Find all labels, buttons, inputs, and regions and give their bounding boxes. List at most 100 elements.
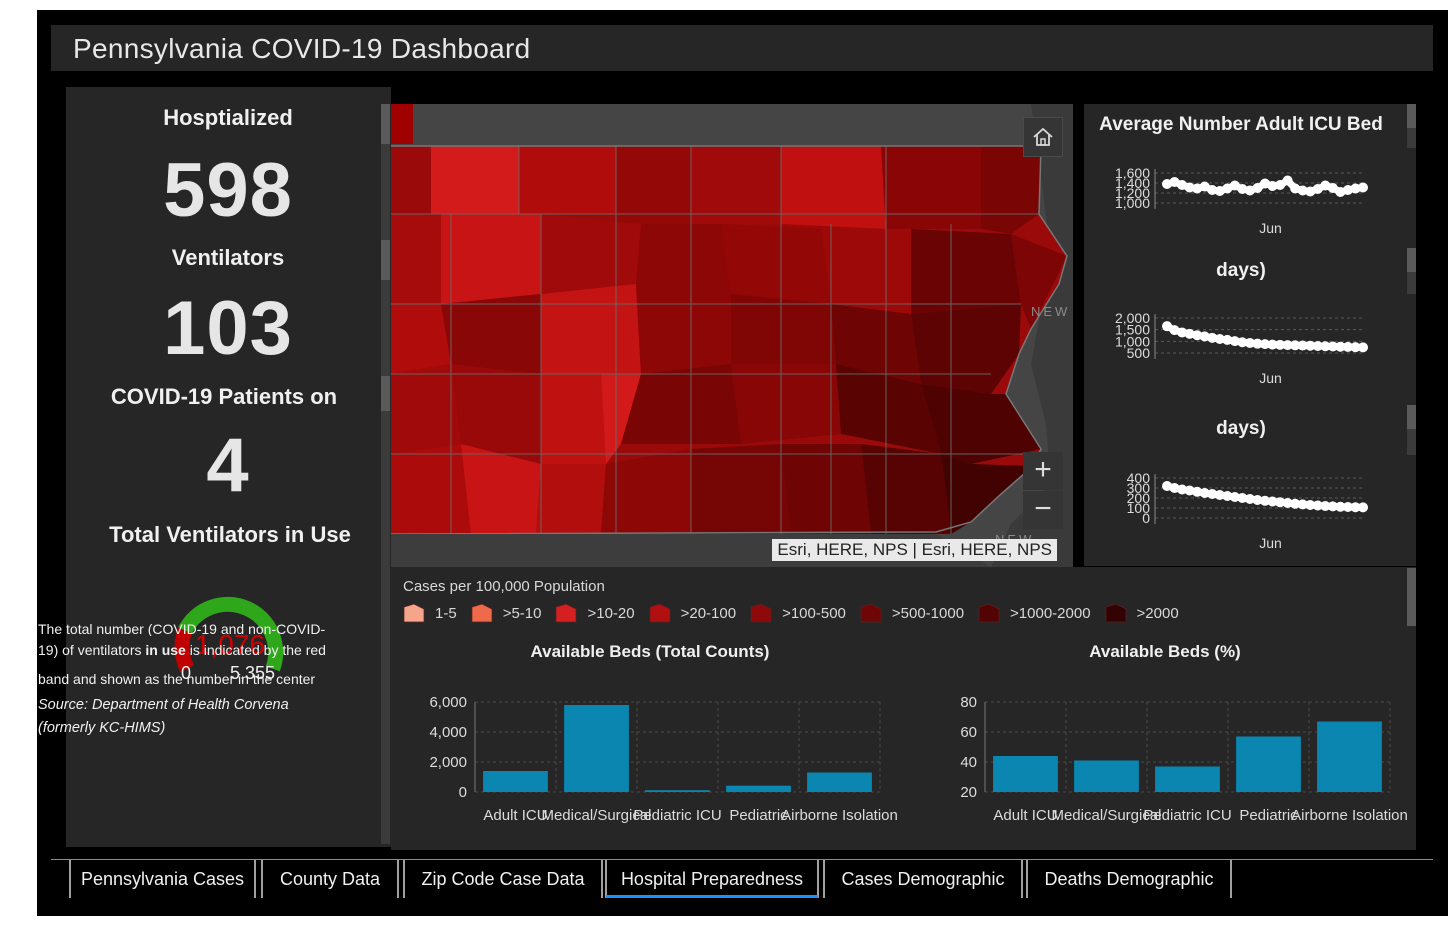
data-point[interactable]: [1350, 183, 1361, 194]
data-point[interactable]: [1327, 501, 1338, 512]
county-clarion[interactable]: [541, 284, 641, 374]
county-pike[interactable]: [1011, 234, 1067, 329]
county-lycoming[interactable]: [821, 229, 911, 314]
data-point[interactable]: [1169, 177, 1180, 187]
county-york[interactable]: [781, 444, 871, 534]
data-point[interactable]: [1275, 180, 1286, 190]
data-point[interactable]: [1252, 338, 1263, 349]
county-tioga[interactable]: [781, 146, 886, 229]
data-point[interactable]: [1297, 340, 1308, 351]
county-lancaster[interactable]: [861, 444, 951, 534]
data-point[interactable]: [1199, 488, 1210, 498]
data-point[interactable]: [1162, 321, 1172, 332]
data-point[interactable]: [1162, 481, 1172, 491]
data-point[interactable]: [1305, 186, 1316, 197]
county-washington[interactable]: [391, 444, 471, 534]
data-point[interactable]: [1297, 185, 1308, 196]
data-point[interactable]: [1199, 181, 1210, 192]
bar[interactable]: [564, 705, 629, 792]
line-chart-1-scroll-thumb[interactable]: [1407, 104, 1416, 128]
data-point[interactable]: [1260, 178, 1270, 189]
map-home-button[interactable]: [1023, 117, 1063, 157]
data-point[interactable]: [1282, 175, 1293, 186]
data-point[interactable]: [1260, 495, 1270, 506]
bar[interactable]: [807, 772, 872, 793]
data-point[interactable]: [1267, 181, 1278, 191]
county-crawford[interactable]: [391, 214, 441, 304]
tab-hospital-preparedness[interactable]: Hospital Preparedness: [605, 860, 819, 898]
indicators-scrollbar[interactable]: [381, 104, 390, 844]
data-point[interactable]: [1192, 486, 1203, 497]
bar[interactable]: [1317, 721, 1382, 793]
data-point[interactable]: [1358, 182, 1368, 193]
bar[interactable]: [1074, 760, 1139, 793]
data-point[interactable]: [1267, 339, 1278, 350]
data-point[interactable]: [1350, 502, 1361, 513]
data-point[interactable]: [1282, 340, 1293, 351]
county-fayette[interactable]: [536, 464, 606, 534]
data-point[interactable]: [1184, 182, 1195, 193]
data-point[interactable]: [1335, 187, 1346, 197]
data-point[interactable]: [1207, 332, 1218, 343]
data-point[interactable]: [1282, 498, 1293, 508]
data-point[interactable]: [1320, 180, 1331, 191]
line-chart-3-scroll-thumb[interactable]: [1407, 405, 1416, 429]
indicators-scroll-thumb-2[interactable]: [381, 240, 390, 280]
bar[interactable]: [1155, 766, 1220, 793]
data-point[interactable]: [1335, 501, 1346, 512]
data-point[interactable]: [1184, 485, 1195, 496]
data-point[interactable]: [1199, 331, 1210, 342]
county-delaware[interactable]: [941, 454, 1033, 534]
data-point[interactable]: [1207, 185, 1218, 195]
zoom-in-button[interactable]: +: [1023, 452, 1063, 490]
data-point[interactable]: [1177, 180, 1188, 190]
county-luzerne[interactable]: [911, 304, 1021, 394]
line-chart-2-scroll-thumb[interactable]: [1407, 248, 1416, 272]
tab-county-data[interactable]: County Data: [261, 860, 399, 898]
data-point[interactable]: [1192, 330, 1203, 341]
indicators-scroll-thumb-3[interactable]: [381, 376, 390, 411]
county-map[interactable]: NEW NEW JER + − Esri, HERE, NPS | Esri, …: [391, 104, 1073, 567]
data-point[interactable]: [1207, 489, 1218, 499]
data-point[interactable]: [1335, 341, 1346, 352]
data-point[interactable]: [1192, 183, 1203, 194]
data-point[interactable]: [1327, 183, 1338, 193]
data-point[interactable]: [1350, 342, 1361, 353]
pennsylvania-choropleth[interactable]: [391, 104, 1073, 567]
data-point[interactable]: [1229, 180, 1240, 191]
county-potter[interactable]: [691, 146, 781, 224]
data-point[interactable]: [1162, 179, 1172, 189]
data-point[interactable]: [1177, 327, 1188, 338]
data-point[interactable]: [1312, 500, 1323, 511]
data-point[interactable]: [1214, 186, 1225, 196]
data-point[interactable]: [1305, 500, 1316, 510]
data-point[interactable]: [1222, 334, 1233, 345]
data-point[interactable]: [1222, 183, 1233, 194]
data-point[interactable]: [1305, 340, 1316, 351]
county-indiana[interactable]: [541, 374, 606, 464]
county-bradford[interactable]: [881, 146, 981, 229]
data-point[interactable]: [1214, 490, 1225, 500]
county-venango[interactable]: [441, 214, 541, 304]
indicators-scroll-thumb[interactable]: [381, 104, 390, 144]
data-point[interactable]: [1237, 337, 1248, 348]
data-point[interactable]: [1229, 336, 1240, 347]
data-point[interactable]: [1312, 341, 1323, 351]
bar[interactable]: [645, 790, 710, 792]
data-point[interactable]: [1342, 185, 1353, 195]
data-point[interactable]: [1275, 339, 1286, 350]
data-point[interactable]: [1177, 484, 1188, 495]
county-clinton[interactable]: [721, 224, 831, 304]
data-point[interactable]: [1237, 184, 1248, 194]
county-susquehanna[interactable]: [981, 146, 1041, 234]
legend-scroll-thumb[interactable]: [1407, 568, 1416, 626]
data-point[interactable]: [1327, 341, 1338, 352]
data-point[interactable]: [1244, 337, 1255, 348]
county-erie[interactable]: [431, 146, 519, 214]
county-butler[interactable]: [451, 364, 541, 464]
data-point[interactable]: [1244, 494, 1255, 504]
data-point[interactable]: [1320, 501, 1331, 511]
county-centre[interactable]: [636, 284, 731, 374]
tab-pennsylvania-cases[interactable]: Pennsylvania Cases: [69, 860, 256, 898]
county-schuylkill[interactable]: [836, 364, 941, 454]
